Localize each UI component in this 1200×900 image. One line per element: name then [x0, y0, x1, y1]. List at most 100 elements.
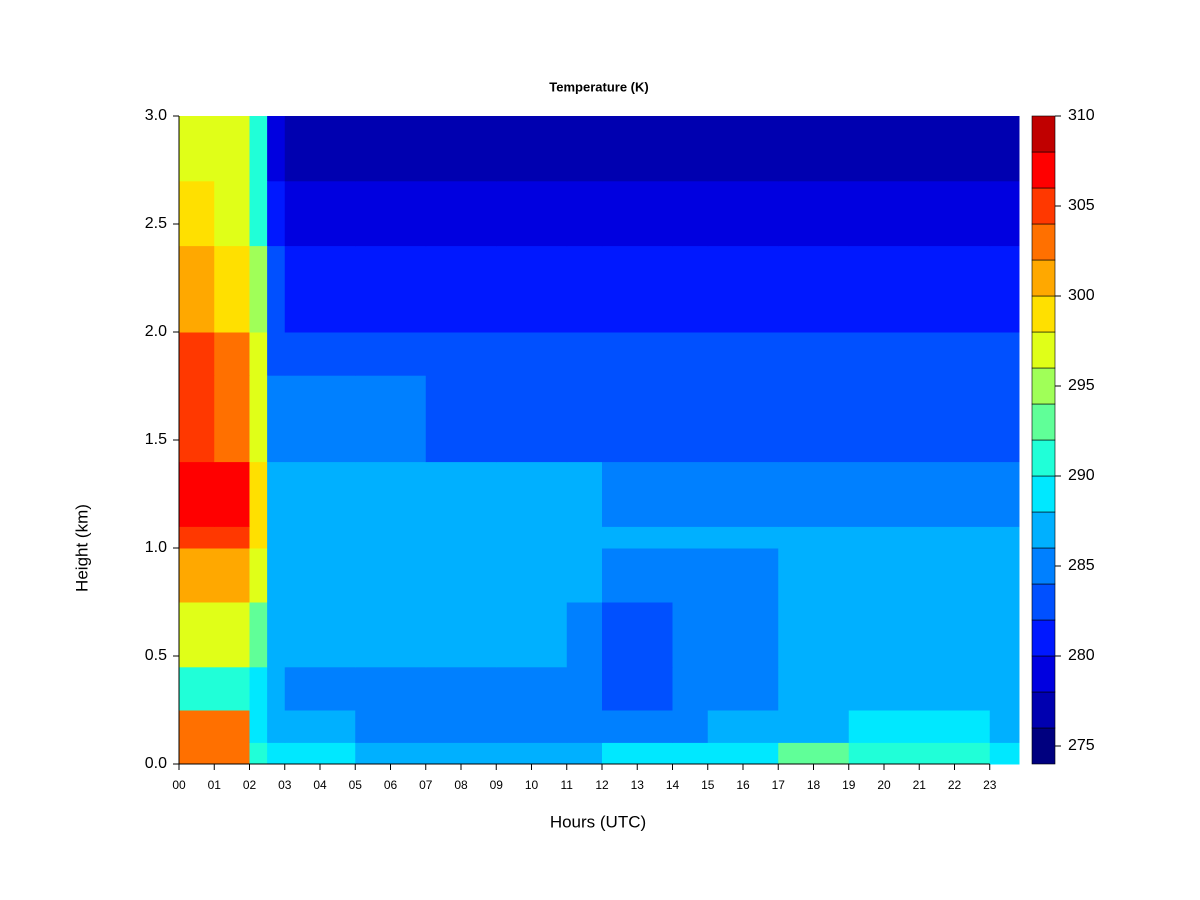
heatmap-cell: [707, 666, 779, 711]
heatmap-cell: [707, 742, 779, 765]
heatmap-cell: [355, 548, 427, 603]
heatmap-cell: [601, 375, 673, 463]
heatmap-cell: [249, 332, 268, 376]
heatmap-cell: [778, 526, 850, 549]
heatmap-cell: [284, 526, 356, 549]
y-tick-label: 3.0: [145, 107, 167, 124]
heatmap-cell: [425, 526, 497, 549]
heatmap-cell: [214, 526, 250, 549]
y-tick-label: 0.5: [145, 647, 167, 664]
heatmap-cell: [284, 375, 356, 463]
heatmap-cell: [267, 375, 286, 463]
colorbar-tick-label: 275: [1068, 737, 1095, 754]
heatmap-cell: [496, 548, 568, 603]
heatmap-cell: [707, 116, 779, 182]
heatmap-cell: [355, 375, 427, 463]
x-tick-label: 04: [313, 778, 327, 792]
heatmap-cell: [989, 742, 1020, 765]
heatmap-cell: [672, 548, 709, 603]
heatmap-cell: [566, 180, 603, 247]
heatmap-cell: [496, 461, 568, 527]
x-tick-label: 19: [842, 778, 856, 792]
heatmap-cell: [566, 461, 603, 527]
chart-title: Temperature (K): [549, 79, 648, 94]
heatmap-cell: [496, 375, 568, 463]
x-tick-label: 11: [561, 778, 574, 792]
heatmap-cell: [601, 666, 673, 711]
heatmap-cell: [989, 666, 1020, 711]
heatmap-cell: [179, 245, 215, 333]
heatmap-cell: [848, 332, 920, 376]
colorbar-band: [1031, 655, 1056, 693]
heatmap-cell: [601, 548, 673, 603]
heatmap-cell: [496, 666, 568, 711]
heatmap-cell: [848, 602, 920, 668]
heatmap-cell: [425, 461, 497, 527]
heatmap-cell: [284, 602, 356, 668]
heatmap-cell: [249, 245, 268, 333]
heatmap-cell: [919, 332, 991, 376]
heatmap-cell: [566, 548, 603, 603]
heatmap-cell: [778, 742, 850, 765]
heatmap-cell: [179, 548, 215, 603]
colorbar-band: [1031, 187, 1056, 225]
x-tick-label: 07: [419, 778, 433, 792]
x-tick-label: 22: [948, 778, 962, 792]
heatmap-cell: [919, 602, 991, 668]
heatmap-cell: [919, 526, 991, 549]
heatmap-cell: [989, 710, 1020, 743]
heatmap-cell: [496, 742, 568, 765]
heatmap-cell: [566, 742, 603, 765]
heatmap-cell: [267, 742, 286, 765]
heatmap-cell: [672, 526, 709, 549]
heatmap-cell: [778, 245, 850, 333]
heatmap-cell: [778, 666, 850, 711]
heatmap-cell: [425, 602, 497, 668]
heatmap-cell: [778, 332, 850, 376]
heatmap-cell: [425, 245, 497, 333]
heatmap-cell: [249, 526, 268, 549]
heatmap-cell: [707, 245, 779, 333]
heatmap-cell: [848, 180, 920, 247]
colorbar-band: [1031, 367, 1056, 405]
heatmap-cell: [672, 180, 709, 247]
colorbar-band: [1031, 691, 1056, 729]
heatmap-cell: [778, 602, 850, 668]
heatmap-cell: [601, 180, 673, 247]
heatmap-cell: [355, 526, 427, 549]
heatmap-cell: [778, 461, 850, 527]
colorbar-band: [1031, 547, 1056, 585]
colorbar-tick-label: 290: [1068, 467, 1095, 484]
axes: 00 01 02 03 04 05 06 07 08 09 10 11 12 13 14 15 16 17 18 19…: [145, 107, 1095, 792]
heatmap-cell: [355, 245, 427, 333]
colorbar-tick-label: 300: [1068, 287, 1095, 304]
heatmap-cell: [179, 602, 215, 668]
heatmap-cell: [267, 526, 286, 549]
heatmap-cell: [601, 116, 673, 182]
heatmap-cell: [989, 375, 1020, 463]
colorbar-tick-label: 295: [1068, 377, 1095, 394]
heatmap: [179, 116, 1020, 765]
x-tick-label: 03: [278, 778, 292, 792]
heatmap-cell: [214, 245, 250, 333]
colorbar-band: [1031, 115, 1056, 153]
heatmap-cell: [672, 375, 709, 463]
y-axis-label: Height (km): [72, 504, 91, 592]
heatmap-cell: [425, 742, 497, 765]
colorbar-tick-label: 310: [1068, 107, 1095, 124]
heatmap-cell: [355, 666, 427, 711]
heatmap-cell: [601, 245, 673, 333]
heatmap-cell: [989, 332, 1020, 376]
heatmap-cell: [989, 461, 1020, 527]
x-tick-label: 23: [983, 778, 997, 792]
heatmap-cell: [848, 526, 920, 549]
heatmap-cell: [267, 602, 286, 668]
heatmap-cell: [672, 742, 709, 765]
colorbar-tick-label: 305: [1068, 197, 1095, 214]
x-tick-label: 10: [525, 778, 539, 792]
heatmap-cell: [919, 548, 991, 603]
colorbar-band: [1031, 259, 1056, 297]
heatmap-cell: [496, 332, 568, 376]
heatmap-cell: [707, 332, 779, 376]
